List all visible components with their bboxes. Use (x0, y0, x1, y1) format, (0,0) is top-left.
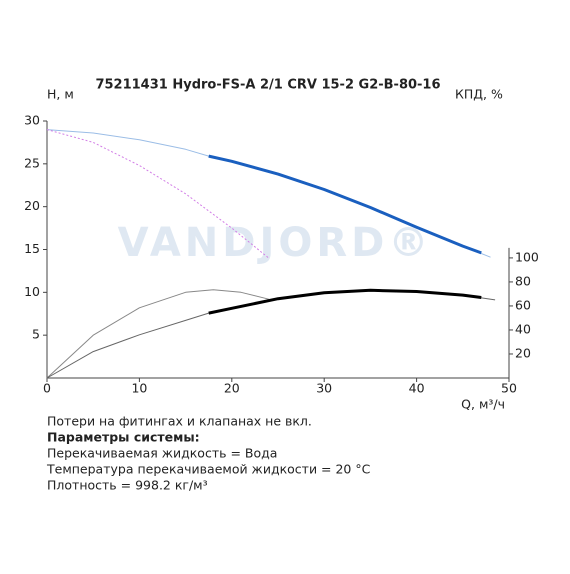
note: Температура перекачиваемой жидкости = 20… (46, 462, 371, 477)
chart-title: 75211431 Hydro-FS-A 2/1 CRV 15-2 G2-B-80… (95, 78, 440, 93)
watermark: VANDJORD® (118, 220, 433, 266)
y-tick-label: 5 (32, 327, 40, 342)
curve (208, 288, 482, 315)
y2-tick-label: 20 (515, 345, 531, 360)
note: Плотность = 998.2 кг/м³ (47, 478, 208, 493)
y-tick-label: 30 (24, 113, 40, 128)
note: Параметры системы: (47, 430, 200, 445)
y2-tick-label: 80 (515, 273, 531, 288)
y-axis-label: H, м (47, 87, 74, 102)
y-tick-label: 10 (24, 284, 40, 299)
y2-tick-label: 100 (515, 249, 539, 264)
note: Потери на фитингах и клапанах не вкл. (47, 414, 312, 429)
y2-tick-label: 40 (515, 321, 531, 336)
note: Перекачиваемая жидкость = Вода (47, 446, 277, 461)
y-tick-label: 15 (24, 241, 40, 256)
y-tick-label: 25 (24, 155, 40, 170)
x-tick-label: 40 (409, 381, 425, 396)
curve (46, 289, 496, 379)
x-tick-label: 10 (131, 381, 147, 396)
y2-axis-label: КПД, % (455, 87, 503, 102)
y-tick-label: 20 (24, 198, 40, 213)
x-tick-label: 50 (501, 381, 517, 396)
x-tick-label: 30 (316, 381, 332, 396)
curve (208, 154, 482, 255)
curve (46, 289, 269, 379)
x-tick-label: 0 (43, 381, 51, 396)
x-axis-label: Q, м³/ч (461, 397, 505, 412)
x-tick-label: 20 (224, 381, 240, 396)
y2-tick-label: 60 (515, 297, 531, 312)
